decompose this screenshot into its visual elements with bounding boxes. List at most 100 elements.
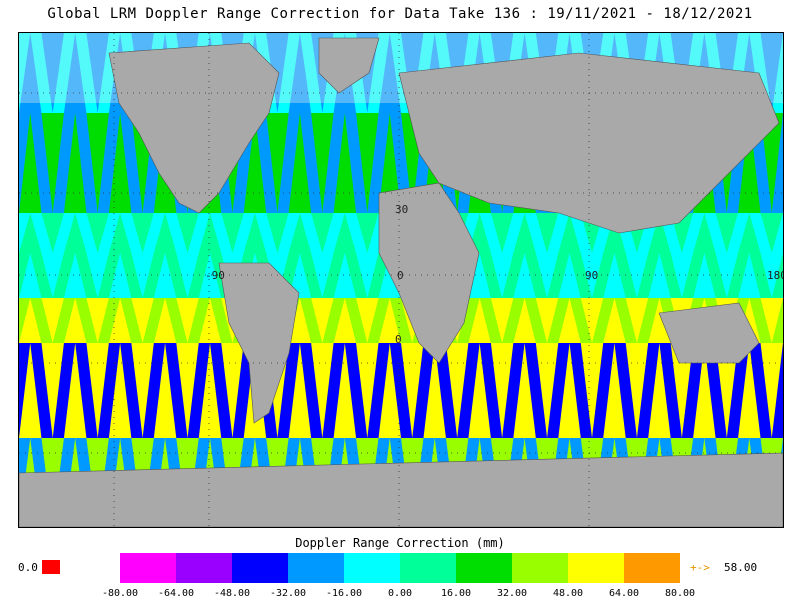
- track-wedge: [468, 298, 491, 343]
- track-wedge: [580, 253, 604, 298]
- track-wedge: [333, 213, 357, 253]
- track-wedge: [558, 213, 581, 253]
- graticule: [19, 33, 783, 527]
- track-wedge: [311, 343, 334, 438]
- colorbar-tick-label: 0.00: [387, 588, 413, 599]
- track-wedge: [63, 343, 87, 438]
- track-wedge: [356, 253, 379, 298]
- track-wedge: [625, 253, 649, 298]
- track-wedge: [108, 253, 132, 298]
- colorbar-segment: [512, 553, 568, 583]
- land-mass: [398, 52, 780, 234]
- map-panel: -90 0 90 180 30 0: [18, 32, 784, 528]
- track-wedge: [63, 298, 87, 343]
- track-wedge: [490, 213, 514, 253]
- track-wedge: [221, 213, 244, 253]
- track-wedge: [266, 113, 289, 213]
- track-wedge: [760, 113, 783, 213]
- colorbar-segment: [288, 553, 344, 583]
- track-wedge: [288, 33, 312, 113]
- track-wedge: [288, 253, 312, 298]
- track-wedge: [108, 113, 132, 213]
- track-wedge: [670, 253, 694, 298]
- colorbar-segment: [456, 553, 512, 583]
- track-wedge: [760, 343, 783, 438]
- track-wedge: [63, 213, 87, 253]
- track-wedge: [19, 113, 42, 213]
- land-mass: [658, 302, 760, 364]
- track-wedge: [176, 213, 199, 253]
- track-wedge: [490, 298, 514, 343]
- track-wedge: [86, 113, 109, 213]
- colorbar-tick-label: -32.00: [269, 588, 307, 599]
- track-wedge: [356, 213, 379, 253]
- land-mass: [19, 452, 783, 527]
- track-wedge: [311, 113, 334, 213]
- colorbar-tick-label: -16.00: [325, 588, 363, 599]
- track-wedge: [153, 213, 177, 253]
- track-wedge: [693, 213, 716, 253]
- track-wedge: [760, 213, 783, 253]
- track-wedge: [760, 253, 783, 298]
- colorbar-title: Doppler Range Correction (mm): [295, 536, 505, 550]
- track-wedge: [378, 113, 401, 213]
- track-wedge: [63, 33, 87, 113]
- track-wedge: [19, 343, 42, 438]
- track-wedge: [513, 253, 536, 298]
- track-wedge: [558, 343, 581, 438]
- track-wedge: [603, 343, 626, 438]
- track-wedge: [41, 298, 64, 343]
- track-wedge: [468, 253, 491, 298]
- track-wedge: [221, 343, 244, 438]
- track-wedge: [311, 213, 334, 253]
- track-wedge: [86, 33, 109, 113]
- colorbar-segment: [624, 553, 680, 583]
- track-wedge: [738, 213, 761, 253]
- track-wedge: [378, 298, 401, 343]
- track-wedge: [558, 253, 581, 298]
- track-wedge: [288, 213, 312, 253]
- track-wedge: [378, 343, 401, 438]
- track-wedge: [333, 253, 357, 298]
- track-wedge: [243, 113, 267, 213]
- track-wedge: [356, 298, 379, 343]
- track-wedge: [625, 298, 649, 343]
- track-wedge: [535, 343, 559, 438]
- track-wedge: [288, 113, 312, 213]
- track-wedge: [513, 343, 536, 438]
- track-wedge: [715, 213, 739, 253]
- above-range-label: 58.00: [724, 561, 758, 574]
- track-wedge: [513, 298, 536, 343]
- track-wedge: [311, 253, 334, 298]
- track-wedge: [131, 213, 154, 253]
- track-wedge: [41, 33, 64, 113]
- track-wedge: [176, 343, 199, 438]
- track-wedge: [603, 213, 626, 253]
- map-canvas: [19, 33, 783, 527]
- track-wedge: [333, 113, 357, 213]
- track-wedge: [131, 298, 154, 343]
- colorbar-tick-label: 64.00: [608, 588, 640, 599]
- map-title: Global LRM Doppler Range Correction for …: [47, 6, 753, 22]
- track-wedge: [670, 343, 694, 438]
- track-wedge: [648, 213, 671, 253]
- track-wedge: [86, 213, 109, 253]
- track-wedge: [41, 213, 64, 253]
- track-wedge: [176, 253, 199, 298]
- track-wedge: [311, 298, 334, 343]
- land-mass: [218, 262, 300, 424]
- track-wedge: [693, 253, 716, 298]
- track-wedge: [153, 343, 177, 438]
- colorbar-segment: [232, 553, 288, 583]
- track-wedge: [648, 343, 671, 438]
- track-wedge: [356, 113, 379, 213]
- track-wedge: [738, 253, 761, 298]
- track-wedge: [715, 253, 739, 298]
- track-wedge: [535, 298, 559, 343]
- colorbar-segment: [176, 553, 232, 583]
- track-wedge: [108, 213, 132, 253]
- track-wedge: [603, 253, 626, 298]
- track-wedge: [490, 253, 514, 298]
- track-wedge: [243, 213, 267, 253]
- above-range-arrow-icon: +->: [690, 561, 710, 574]
